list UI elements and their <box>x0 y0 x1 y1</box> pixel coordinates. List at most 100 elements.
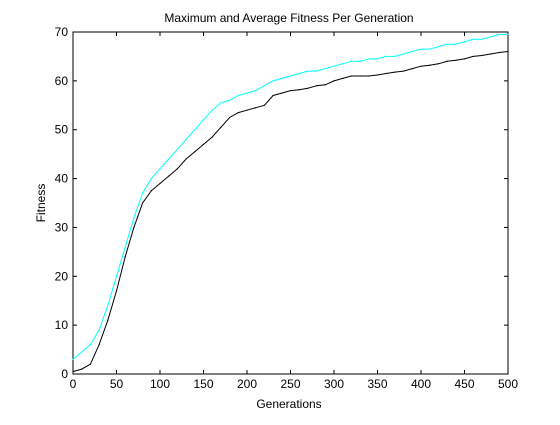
plot-area: 0 50 100 150 200 250 300 350 400 450 500 0 10 20 30 40 5… <box>55 25 519 391</box>
data-point-maximum <box>159 168 161 170</box>
x-axis-label: Generations <box>256 397 321 411</box>
data-point-average <box>98 344 100 346</box>
y-axis-label: Fitness <box>34 184 48 223</box>
data-point-maximum <box>455 43 457 45</box>
data-point-maximum <box>289 75 292 77</box>
x-tick-label: 0 <box>70 377 77 391</box>
data-point-average <box>481 54 483 57</box>
data-point-average <box>411 68 413 70</box>
data-point-maximum <box>490 36 492 38</box>
data-point-maximum <box>229 99 231 101</box>
data-point-maximum <box>376 58 379 60</box>
data-point-average <box>420 65 422 67</box>
data-point-average <box>246 109 248 111</box>
data-point-maximum <box>446 43 448 45</box>
data-point-maximum <box>115 275 118 277</box>
data-point-maximum <box>202 119 205 121</box>
data-point-average <box>159 182 161 185</box>
data-point-maximum <box>89 344 91 346</box>
data-point-maximum <box>316 70 318 72</box>
data-point-maximum <box>420 48 422 50</box>
data-point-maximum <box>255 90 257 92</box>
data-point-average <box>333 80 335 82</box>
data-point-average <box>72 370 74 373</box>
data-point-maximum <box>298 72 300 75</box>
data-point-maximum <box>507 33 509 36</box>
data-point-average <box>446 60 448 62</box>
data-point-maximum <box>281 77 283 80</box>
y-tick-label: 30 <box>55 220 69 234</box>
data-point-maximum <box>411 50 413 53</box>
data-point-maximum <box>98 329 100 331</box>
plot-frame <box>72 31 509 375</box>
x-tick-label: 200 <box>237 377 257 391</box>
data-point-average <box>498 51 500 54</box>
data-point-average <box>185 158 187 160</box>
data-point-maximum <box>142 192 144 194</box>
data-point-average <box>463 58 466 60</box>
data-point-maximum <box>394 55 396 58</box>
data-point-maximum <box>107 305 109 307</box>
x-tick-label: 100 <box>150 377 170 391</box>
data-point-average <box>455 59 457 61</box>
data-point-maximum <box>81 351 83 353</box>
data-point-maximum <box>263 85 265 87</box>
data-point-average <box>263 104 265 106</box>
y-tick-label: 60 <box>55 74 69 88</box>
data-point-average <box>142 202 144 204</box>
data-point-average <box>81 368 83 370</box>
y-tick-label: 10 <box>55 318 69 332</box>
data-point-maximum <box>272 80 274 82</box>
data-point-maximum <box>124 246 126 248</box>
data-point-maximum <box>150 177 152 180</box>
data-point-average <box>89 363 91 365</box>
y-tick-label: 40 <box>55 172 69 186</box>
data-point-maximum <box>437 46 439 48</box>
x-tick-label: 500 <box>498 377 518 391</box>
data-point-average <box>115 290 118 292</box>
data-point-average <box>316 85 318 87</box>
y-tick-label: 50 <box>55 123 69 137</box>
data-point-average <box>350 75 352 77</box>
data-point-average <box>255 107 257 109</box>
x-tick-label: 250 <box>280 377 300 391</box>
data-point-maximum <box>185 138 187 141</box>
x-tick-label: 350 <box>367 377 387 391</box>
data-point-average <box>150 190 152 192</box>
y-tick-label: 20 <box>55 269 69 283</box>
data-point-average <box>490 53 492 55</box>
data-point-average <box>368 75 370 77</box>
data-point-maximum <box>72 358 74 360</box>
data-point-average <box>403 70 405 72</box>
data-point-average <box>107 319 109 321</box>
x-tick-label: 450 <box>454 377 474 391</box>
data-point-maximum <box>237 94 239 97</box>
y-tick-label: 70 <box>55 25 69 39</box>
data-point-average <box>133 226 135 229</box>
chart-title: Maximum and Average Fitness Per Generati… <box>164 11 413 25</box>
data-point-average <box>376 74 379 76</box>
data-point-average <box>194 151 196 153</box>
data-point-maximum <box>472 38 474 40</box>
data-point-average <box>342 77 344 80</box>
data-point-maximum <box>324 68 326 70</box>
data-point-maximum <box>498 33 500 36</box>
data-point-maximum <box>481 38 483 40</box>
data-point-average <box>229 116 231 119</box>
data-point-average <box>168 175 170 177</box>
data-point-maximum <box>429 48 431 50</box>
data-point-average <box>507 50 509 53</box>
data-point-maximum <box>194 129 196 131</box>
data-point-average <box>176 168 178 170</box>
data-point-maximum <box>307 70 309 72</box>
x-tick-label: 50 <box>110 377 124 391</box>
data-point-average <box>124 256 126 258</box>
data-point-average <box>429 64 431 66</box>
data-point-maximum <box>168 158 170 160</box>
data-point-maximum <box>368 58 370 60</box>
data-point-maximum <box>463 41 466 43</box>
data-point-maximum <box>342 63 344 65</box>
data-point-average <box>220 126 222 128</box>
data-point-average <box>298 89 300 91</box>
